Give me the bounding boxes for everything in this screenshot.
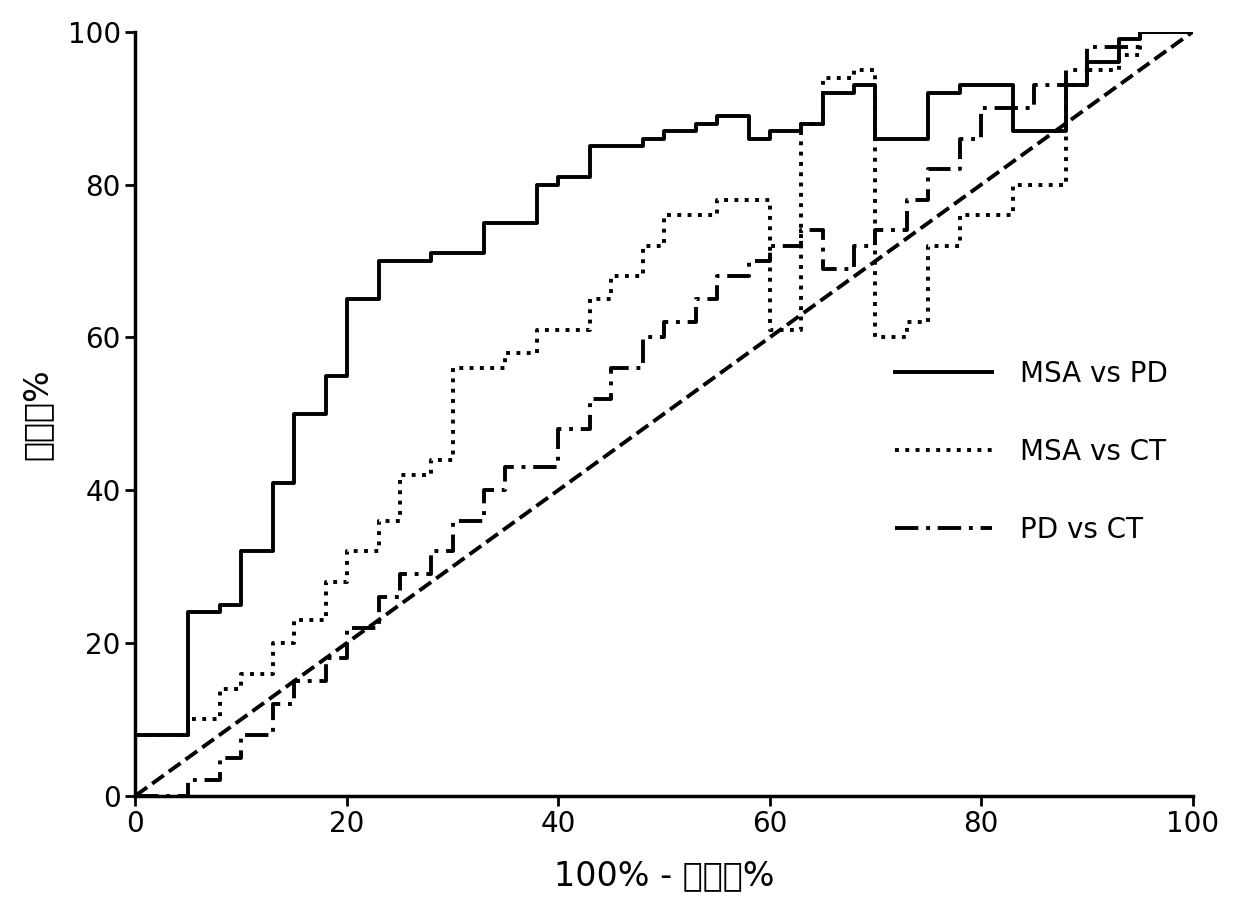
MSA vs CT [424,469,439,480]
MSA vs PD [1185,26,1200,37]
PD vs CT [477,515,492,526]
MSA vs PD [794,118,808,129]
MSA vs CT [1185,26,1200,37]
PD vs CT [1185,26,1200,37]
MSA vs CT [128,791,143,802]
MSA vs CT [1132,26,1147,37]
Line: MSA vs PD: MSA vs PD [135,32,1193,796]
PD vs CT [128,791,143,802]
MSA vs CT [1111,65,1126,76]
PD vs CT [763,240,777,251]
MSA vs PD [709,110,724,121]
PD vs CT [371,592,386,603]
PD vs CT [286,698,301,709]
MSA vs CT [371,546,386,557]
PD vs CT [709,294,724,305]
Y-axis label: 灵敏度%: 灵敏度% [21,368,53,459]
MSA vs PD [794,126,808,137]
PD vs CT [815,225,830,236]
Legend: MSA vs PD, MSA vs CT, PD vs CT: MSA vs PD, MSA vs CT, PD vs CT [884,349,1179,555]
MSA vs PD [265,546,280,557]
MSA vs CT [212,683,227,694]
PD vs CT [1132,26,1147,37]
X-axis label: 100% - 特异性%: 100% - 特异性% [554,859,774,892]
MSA vs CT [921,240,936,251]
MSA vs PD [656,126,671,137]
MSA vs CT [583,324,598,335]
MSA vs PD [1132,26,1147,37]
Line: MSA vs CT: MSA vs CT [135,32,1193,796]
Line: PD vs CT: PD vs CT [135,32,1193,796]
MSA vs PD [128,791,143,802]
MSA vs PD [583,172,598,183]
